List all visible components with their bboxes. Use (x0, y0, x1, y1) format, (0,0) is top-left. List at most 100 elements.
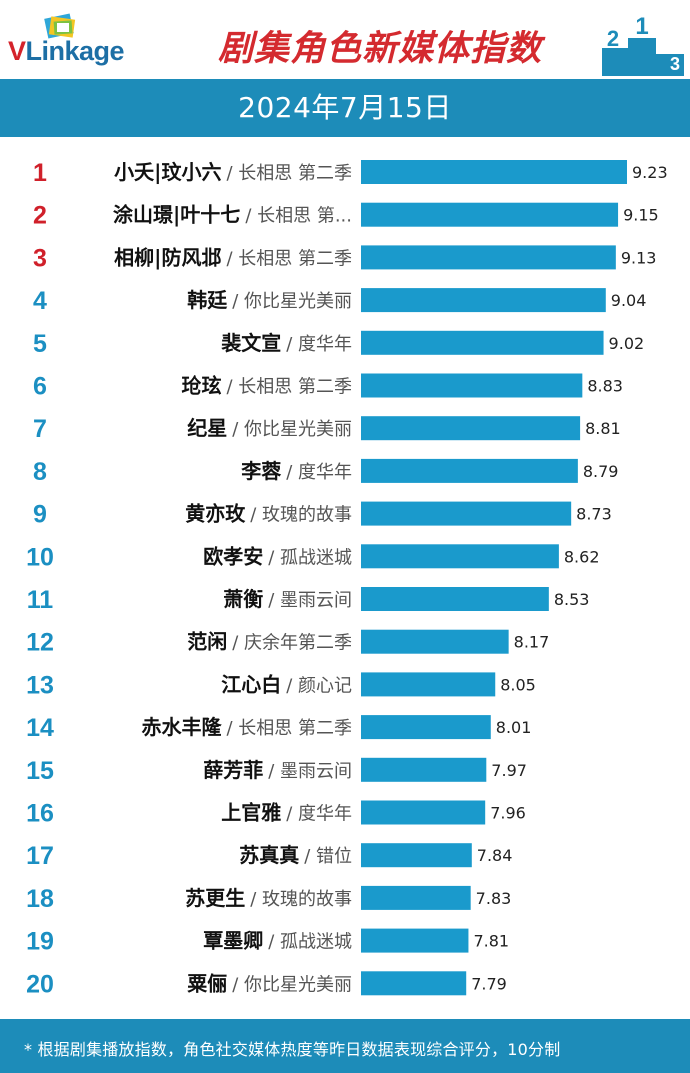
ranking-row: 7 纪星 / 你比星光美丽 8.81 (33, 415, 621, 443)
character-name: 江心白 (221, 672, 281, 696)
row-label: 薛芳菲 / 墨雨云间 (203, 758, 352, 782)
bar (361, 715, 491, 740)
bar (361, 587, 549, 611)
bar (361, 971, 467, 996)
rank-number: 14 (26, 714, 54, 742)
character-name: 李蓉 (240, 459, 281, 483)
ranking-row: 9 黄亦玫 / 玫瑰的故事 8.73 (33, 501, 612, 529)
logo-wordmark: VLinkage (8, 36, 125, 66)
podium-icon: 2 1 3 (602, 13, 684, 76)
row-label: 欧孝安 / 孤战迷城 (203, 544, 352, 568)
character-name: 苏真真 (239, 843, 299, 867)
rank-number: 7 (33, 415, 47, 443)
ranking-row: 1 小夭|玟小六 / 长相思 第二季 9.23 (33, 159, 668, 187)
row-label: 相柳|防风邶 / 长相思 第二季 (114, 245, 352, 269)
footer-note: * 根据剧集播放指数，角色社交媒体热度等昨日数据表现综合评分，10分制 (24, 1040, 561, 1059)
row-label: 涂山璟|叶十七 / 长相思 第... (113, 203, 352, 227)
value-label: 8.01 (496, 718, 532, 737)
character-name: 小夭|玟小六 (114, 160, 221, 184)
ranking-row: 15 薛芳菲 / 墨雨云间 7.97 (26, 757, 527, 785)
value-label: 9.04 (611, 291, 647, 310)
bar (361, 330, 604, 355)
rank-number: 10 (26, 543, 54, 571)
show-name: / 你比星光美丽 (232, 974, 352, 995)
bar (361, 800, 486, 825)
bar (361, 843, 472, 868)
value-label: 9.02 (609, 334, 645, 353)
row-label: 粟俪 / 你比星光美丽 (187, 971, 352, 995)
value-label: 9.13 (621, 248, 657, 267)
value-label: 9.15 (623, 206, 659, 225)
row-label: 萧衡 / 墨雨云间 (223, 587, 352, 611)
bar (361, 416, 581, 441)
show-name: / 庆余年第二季 (232, 633, 352, 654)
value-label: 8.81 (585, 419, 621, 438)
ranking-row: 3 相柳|防风邶 / 长相思 第二季 9.13 (33, 244, 656, 272)
rank-number: 1 (33, 159, 47, 187)
bar (361, 885, 471, 910)
rank-number: 4 (33, 287, 47, 315)
value-label: 8.05 (500, 675, 536, 694)
character-name: 玱玹 (181, 374, 221, 398)
ranking-row: 16 上官雅 / 度华年 7.96 (26, 800, 526, 828)
rank-number: 8 (33, 458, 47, 486)
row-label: 苏更生 / 玫瑰的故事 (185, 886, 352, 910)
value-label: 7.96 (490, 804, 526, 823)
rank-number: 6 (33, 373, 47, 401)
row-label: 韩廷 / 你比星光美丽 (187, 288, 352, 312)
row-label: 纪星 / 你比星光美丽 (187, 416, 352, 440)
show-name: / 墨雨云间 (268, 761, 352, 782)
character-name: 相柳|防风邶 (114, 245, 221, 269)
bar (361, 160, 627, 184)
row-label: 小夭|玟小六 / 长相思 第二季 (114, 160, 352, 184)
show-name: / 孤战迷城 (268, 932, 352, 953)
rank-number: 20 (26, 970, 54, 998)
row-label: 裴文宣 / 度华年 (220, 331, 352, 355)
row-label: 李蓉 / 度华年 (240, 459, 352, 483)
ranking-row: 8 李蓉 / 度华年 8.79 (33, 458, 618, 486)
value-label: 8.17 (514, 633, 550, 652)
rank-number: 2 (33, 202, 47, 230)
ranking-row: 19 覃墨卿 / 孤战迷城 7.81 (26, 928, 509, 956)
ranking-row: 5 裴文宣 / 度华年 9.02 (33, 330, 644, 358)
character-name: 薛芳菲 (203, 758, 263, 782)
show-name: / 玫瑰的故事 (250, 889, 352, 910)
rank-number: 19 (26, 928, 54, 956)
date-banner: 2024年7月15日 (0, 79, 690, 137)
character-name: 粟俪 (187, 971, 227, 995)
bar (361, 458, 578, 483)
character-name: 范闲 (187, 630, 227, 654)
character-name: 覃墨卿 (203, 929, 263, 953)
character-name: 涂山璟|叶十七 (113, 203, 240, 227)
value-label: 7.84 (477, 846, 513, 865)
ranking-row: 2 涂山璟|叶十七 / 长相思 第... 9.15 (33, 202, 659, 230)
show-name: / 度华年 (286, 804, 352, 825)
show-name: / 孤战迷城 (268, 547, 352, 568)
value-label: 7.79 (471, 974, 507, 993)
character-name: 苏更生 (185, 886, 245, 910)
rank-number: 17 (26, 842, 54, 870)
logo-mark-icon (44, 13, 76, 39)
show-name: / 错位 (304, 846, 352, 867)
ranking-row: 13 江心白 / 颜心记 8.05 (26, 671, 536, 699)
value-label: 8.79 (583, 462, 619, 481)
character-name: 黄亦玫 (185, 502, 246, 526)
rank-number: 5 (33, 330, 47, 358)
character-name: 纪星 (187, 416, 227, 440)
rank-number: 15 (26, 757, 54, 785)
rank-number: 12 (26, 629, 54, 657)
show-name: / 你比星光美丽 (232, 291, 352, 312)
bar (361, 672, 496, 697)
row-label: 玱玹 / 长相思 第二季 (181, 374, 352, 398)
row-label: 黄亦玫 / 玫瑰的故事 (185, 502, 352, 526)
page-title: 剧集角色新媒体指数 (217, 29, 542, 69)
value-label: 8.62 (564, 547, 600, 566)
value-label: 9.23 (632, 163, 668, 182)
value-label: 7.83 (476, 889, 512, 908)
show-name: / 玫瑰的故事 (250, 505, 352, 526)
rank-number: 3 (33, 244, 47, 272)
character-name: 萧衡 (223, 587, 263, 611)
rank-number: 16 (26, 800, 54, 828)
bar (361, 757, 487, 782)
character-name: 欧孝安 (203, 544, 263, 568)
